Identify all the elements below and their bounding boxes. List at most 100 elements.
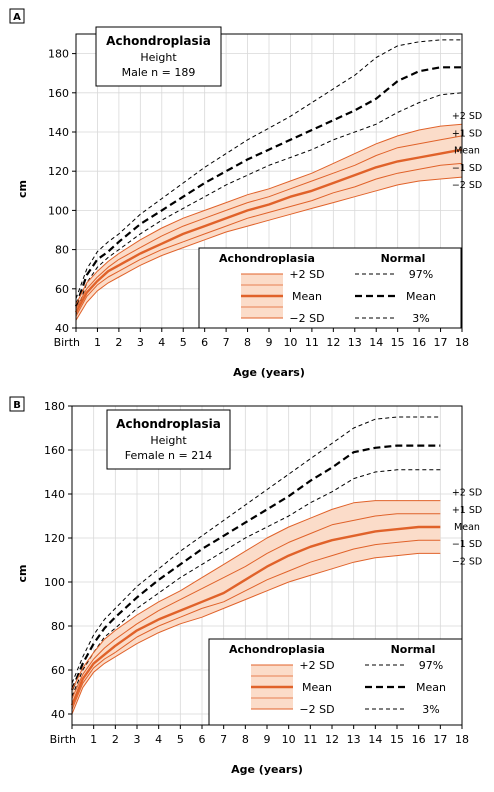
legend-item-normal: 3%: [412, 312, 429, 325]
x-tick-label: 15: [391, 336, 405, 349]
y-tick-label: 80: [55, 244, 69, 257]
x-tick-label: 14: [368, 733, 382, 746]
right-label: −1 SD: [452, 163, 482, 174]
right-label: +2 SD: [452, 488, 482, 499]
x-axis-label: Age (years): [231, 763, 303, 776]
panel-label: A: [13, 12, 21, 23]
right-label: Mean: [454, 522, 480, 533]
x-tick-label: 8: [242, 733, 249, 746]
y-tick-label: 40: [51, 708, 65, 721]
panel-label: B: [13, 400, 21, 411]
x-tick-label: 1: [94, 336, 101, 349]
legend-title-achondroplasia: Achondroplasia: [219, 252, 315, 265]
chart-title: Achondroplasia: [106, 34, 211, 48]
right-label: −2 SD: [452, 556, 482, 567]
chart-sample-size: Male n = 189: [122, 66, 196, 79]
x-tick-label: 16: [412, 336, 426, 349]
legend-item-normal: 97%: [409, 268, 433, 281]
x-tick-label: 18: [455, 733, 469, 746]
x-tick-label: 11: [303, 733, 317, 746]
chart-sample-size: Female n = 214: [125, 449, 212, 462]
series-line-achondroplasia-2sd: [71, 552, 441, 715]
x-tick-label: 2: [115, 336, 122, 349]
legend-title-normal: Normal: [381, 252, 426, 265]
legend-item-normal: 97%: [419, 659, 443, 672]
series-line-achondroplasia-mean: [74, 148, 463, 313]
y-tick-label: 120: [48, 165, 69, 178]
legend: Achondroplasia Normal +2 SD Mean −2 SD 97% Mea…: [208, 638, 463, 726]
x-tick-label: 5: [177, 733, 184, 746]
y-tick-label: 60: [55, 283, 69, 296]
right-label: −1 SD: [452, 539, 482, 550]
x-tick-label: 9: [264, 733, 271, 746]
series-line-achondroplasia-1sd: [75, 135, 463, 309]
x-tick-label: 6: [201, 336, 208, 349]
x-tick-label: 12: [326, 336, 340, 349]
y-axis-label: cm: [16, 180, 29, 198]
series-line-achondroplasia-2sd: [75, 176, 463, 321]
x-tick-label: 10: [283, 336, 297, 349]
y-tick-label: 180: [44, 400, 65, 413]
x-tick-label: 13: [347, 733, 361, 746]
achondroplasia-band: [76, 124, 462, 321]
x-tick-label: 17: [433, 733, 447, 746]
legend-item-normal: Mean: [406, 290, 436, 303]
y-tick-label: 100: [48, 204, 69, 217]
x-tick-label: 16: [412, 733, 426, 746]
y-tick-label: 80: [51, 620, 65, 633]
x-tick-label: 7: [220, 733, 227, 746]
legend-title-achondroplasia: Achondroplasia: [229, 643, 325, 656]
legend-item-achondroplasia: −2 SD: [289, 312, 324, 325]
x-tick-label: 13: [348, 336, 362, 349]
legend-item-achondroplasia: Mean: [292, 290, 322, 303]
series-line-normal-mean: [74, 66, 462, 307]
y-tick-label: 180: [48, 48, 69, 61]
series-line-normal-3: [75, 92, 463, 315]
right-label: Mean: [454, 146, 480, 157]
x-tick-label: 17: [434, 336, 448, 349]
x-tick-label: 15: [390, 733, 404, 746]
x-tick-label: 7: [223, 336, 230, 349]
x-tick-label: 3: [137, 336, 144, 349]
series-line-achondroplasia-2sd: [75, 123, 463, 305]
x-tick-label: 10: [282, 733, 296, 746]
legend-item-achondroplasia: −2 SD: [299, 703, 334, 716]
x-tick-label: 5: [180, 336, 187, 349]
right-label: −2 SD: [452, 180, 482, 191]
legend-item-normal: 3%: [422, 703, 439, 716]
title-box: [106, 409, 231, 470]
y-tick-label: 120: [44, 532, 65, 545]
series-line-achondroplasia-2sd: [71, 500, 441, 691]
x-tick-label: 1: [90, 733, 97, 746]
x-tick-label: Birth: [50, 733, 76, 746]
x-tick-label: 11: [305, 336, 319, 349]
series-line-achondroplasia-mean: [70, 525, 441, 706]
series-line-normal-mean: [70, 444, 441, 691]
x-tick-label: 12: [325, 733, 339, 746]
x-tick-label: 4: [158, 336, 165, 349]
legend-item-normal: Mean: [416, 681, 446, 694]
x-tick-label: 2: [112, 733, 119, 746]
right-label: +2 SD: [452, 111, 482, 122]
legend-title-normal: Normal: [391, 643, 436, 656]
x-tick-label: 14: [369, 336, 383, 349]
series-line-normal-3: [71, 469, 441, 697]
y-tick-label: 60: [51, 664, 65, 677]
panel-label-box: [9, 396, 25, 412]
series-line-achondroplasia-1sd: [71, 539, 441, 710]
series-line-normal-97: [75, 39, 462, 299]
x-tick-label: 9: [266, 336, 273, 349]
legend-item-achondroplasia: +2 SD: [299, 659, 334, 672]
x-tick-label: 3: [134, 733, 141, 746]
x-tick-label: 4: [155, 733, 162, 746]
y-tick-label: 140: [48, 126, 69, 139]
right-label: +1 SD: [452, 505, 482, 516]
series-line-normal-97: [71, 416, 441, 684]
series-line-achondroplasia-1sd: [71, 513, 441, 699]
legend-item-achondroplasia: +2 SD: [289, 268, 324, 281]
y-tick-label: 100: [44, 576, 65, 589]
title-box: [95, 26, 222, 87]
series-line-achondroplasia-1sd: [75, 162, 463, 317]
